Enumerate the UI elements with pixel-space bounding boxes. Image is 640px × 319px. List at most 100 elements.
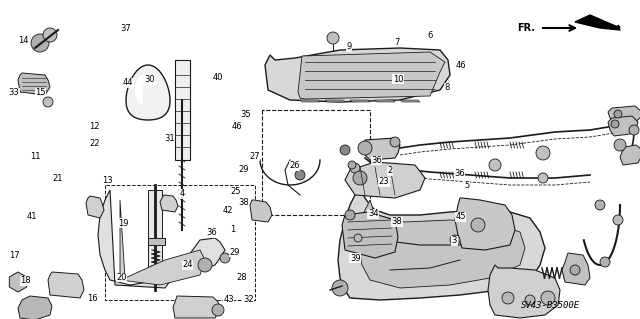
Text: 29: 29 [230,248,240,256]
Circle shape [327,32,339,44]
Polygon shape [575,15,620,30]
Text: 7: 7 [394,38,399,47]
Circle shape [629,125,639,135]
Text: 40: 40 [212,73,223,82]
Text: 36: 36 [206,228,216,237]
Polygon shape [325,100,345,102]
Circle shape [348,161,356,169]
Text: 36: 36 [454,169,465,178]
Polygon shape [173,296,220,318]
Text: 42: 42 [223,206,233,215]
Circle shape [43,97,53,107]
Circle shape [350,163,360,173]
Polygon shape [298,52,445,99]
Circle shape [212,304,224,316]
Text: 32: 32 [243,295,253,304]
Text: 4: 4 [180,189,185,198]
Text: 46: 46 [232,122,242,130]
Polygon shape [98,190,225,288]
Circle shape [345,210,355,220]
Polygon shape [148,238,165,245]
Text: 24: 24 [182,260,193,269]
Text: 43: 43 [223,295,234,304]
Circle shape [595,200,605,210]
Circle shape [536,146,550,160]
Circle shape [489,159,501,171]
Circle shape [198,258,212,272]
Text: 34: 34 [368,209,378,218]
Text: SV43-B3500E: SV43-B3500E [520,300,580,309]
Polygon shape [375,100,395,102]
Text: 41: 41 [27,212,37,221]
Circle shape [450,235,460,245]
Polygon shape [126,65,170,120]
Circle shape [541,291,555,305]
Text: 29: 29 [238,165,248,174]
Polygon shape [362,138,400,160]
Polygon shape [18,296,52,319]
Polygon shape [250,200,272,222]
Polygon shape [48,272,84,298]
Text: 25: 25 [230,187,241,196]
Circle shape [354,234,362,242]
Text: 8: 8 [444,83,449,92]
Circle shape [471,218,485,232]
Polygon shape [608,106,640,124]
Text: 46: 46 [456,61,466,70]
Circle shape [220,253,230,263]
Circle shape [614,110,622,118]
Polygon shape [358,200,525,288]
Text: 12: 12 [90,122,100,130]
Polygon shape [10,272,27,292]
Text: 44: 44 [123,78,133,87]
Polygon shape [345,162,425,198]
Circle shape [614,139,626,151]
Polygon shape [562,253,590,285]
Text: 38: 38 [238,198,248,207]
Text: 39: 39 [350,254,360,263]
Text: 35: 35 [240,110,250,119]
Circle shape [613,215,623,225]
Text: 11: 11 [30,152,40,161]
Circle shape [600,257,610,267]
Polygon shape [265,48,450,102]
Text: 20: 20 [116,273,127,282]
Polygon shape [620,145,640,165]
Circle shape [611,120,619,128]
Polygon shape [175,60,190,160]
Polygon shape [135,75,143,105]
Text: 37: 37 [120,24,131,33]
Text: 36: 36 [371,156,381,165]
Text: 22: 22 [90,139,100,148]
Text: 21: 21 [52,174,63,183]
Text: FR.: FR. [517,23,535,33]
Text: 9: 9 [346,42,351,51]
Circle shape [502,292,514,304]
Text: 14: 14 [19,36,29,45]
Polygon shape [148,190,162,285]
Text: 10: 10 [393,75,403,84]
Polygon shape [18,73,50,95]
Text: 2: 2 [388,166,393,175]
Polygon shape [488,265,560,318]
Text: 26: 26 [289,161,300,170]
Text: 15: 15 [35,88,45,97]
Polygon shape [342,212,398,258]
Text: 6: 6 [428,31,433,40]
Text: 1: 1 [230,225,236,234]
Text: 17: 17 [9,251,19,260]
Text: 18: 18 [20,276,31,285]
Circle shape [622,149,634,161]
Text: 19: 19 [118,219,128,228]
Text: 5: 5 [465,181,470,189]
Circle shape [295,170,305,180]
Circle shape [340,145,350,155]
Polygon shape [120,200,205,285]
Polygon shape [86,196,104,218]
Text: 45: 45 [456,212,466,221]
Circle shape [538,173,548,183]
Circle shape [390,137,400,147]
Circle shape [43,28,57,42]
Polygon shape [338,190,545,300]
Text: 23: 23 [379,177,389,186]
